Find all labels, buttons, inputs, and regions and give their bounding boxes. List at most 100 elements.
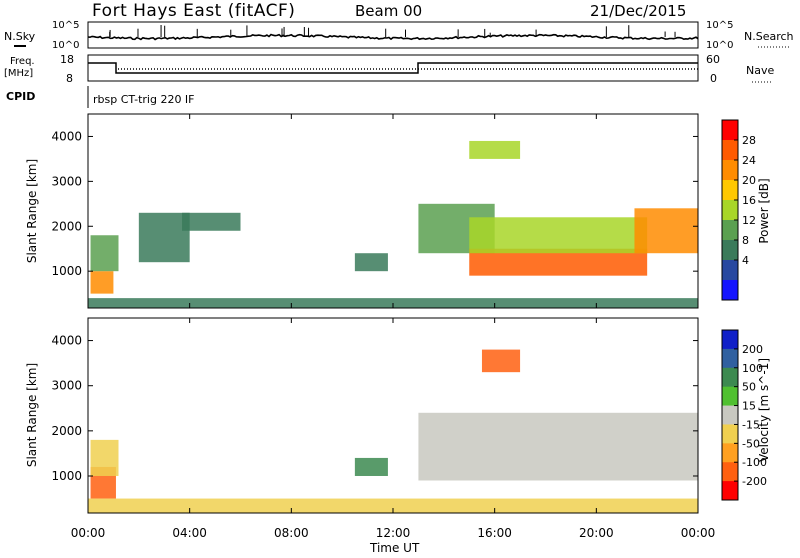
colorbar-tick-label: -50: [742, 437, 760, 450]
ytick-label: 4000: [51, 129, 82, 143]
colorbar-swatch: [722, 405, 738, 425]
colorbar-tick-label: 28: [742, 134, 756, 147]
xtick-label: 08:00: [274, 526, 309, 540]
freq-tick-top: 18: [60, 53, 74, 66]
ytick-label: 1000: [51, 264, 82, 278]
colorbar-swatch: [722, 462, 738, 482]
colorbar-tick-label: 16: [742, 194, 756, 207]
noise-tick-bottom-right: 10^0: [706, 40, 733, 51]
colorbar-tick-label: 15: [742, 400, 756, 413]
freq-label-2: [MHz]: [4, 68, 33, 79]
xtick-label: 00:00: [71, 526, 106, 540]
colorbar-swatch: [722, 481, 738, 501]
cpid-label: CPID: [6, 90, 35, 103]
noise-tick-top: 10^5: [52, 20, 79, 31]
heatmap-region-1: [90, 235, 119, 272]
beam-label: Beam 00: [355, 2, 422, 20]
power-data: [88, 140, 698, 308]
heatmap-region-1: [90, 439, 119, 476]
colorbar-tick-label: 100: [742, 362, 763, 375]
colorbar-swatch: [722, 200, 738, 221]
freq-strip-frame: [87, 54, 699, 82]
colorbar-frame: [721, 119, 739, 301]
power-panel-frame: [87, 113, 699, 309]
ytick-label: 3000: [51, 174, 82, 188]
colorbar-swatch: [722, 348, 738, 369]
ytick-label: 1000: [51, 469, 82, 483]
colorbar-tick-label: 50: [742, 381, 756, 394]
colorbar-tick-label: -100: [742, 456, 767, 469]
colorbar-swatch: [722, 140, 738, 161]
nave-label: Nave: [746, 64, 774, 77]
xtick-label: 12:00: [376, 526, 411, 540]
heatmap-region-5: [88, 498, 698, 513]
station-title: Fort Hays East (fitACF): [92, 1, 295, 21]
velocity-ylabel: Slant Range [km]: [25, 363, 39, 467]
colorbar-swatch: [722, 367, 738, 388]
xtick-label: 16:00: [477, 526, 512, 540]
freq-label-1: Freq.: [10, 56, 35, 67]
xtick-label: 20:00: [579, 526, 614, 540]
colorbar-tick-label: -15: [742, 418, 760, 431]
colorbar-swatch: [722, 120, 738, 141]
heatmap-region-7: [469, 217, 648, 254]
nsky-label: N.Sky: [4, 30, 36, 43]
heatmap-region-3: [182, 212, 241, 231]
freq-trace: [88, 62, 698, 74]
noise-tick-top-right: 10^5: [706, 20, 733, 31]
noise-strip-frame: [87, 21, 699, 49]
colorbar-swatch: [722, 280, 738, 301]
colorbar-swatch: [722, 443, 738, 463]
colorbar-swatch: [722, 330, 738, 350]
colorbar-swatch: [722, 260, 738, 281]
ytick-label: 4000: [51, 334, 82, 348]
xtick-label: 04:00: [172, 526, 207, 540]
velocity-data: [88, 349, 698, 513]
nsearch-label: N.Search: [744, 30, 794, 43]
heatmap-region-0: [90, 271, 114, 294]
ytick-label: 2000: [51, 219, 82, 233]
ytick-label: 2000: [51, 424, 82, 438]
xtick-label: 00:00: [681, 526, 716, 540]
power-yticks: 4000 3000 2000 1000: [51, 129, 698, 278]
colorbar-tick-label: 200: [742, 343, 763, 356]
colorbar-tick-label: -200: [742, 475, 767, 488]
ytick-label: 3000: [51, 379, 82, 393]
noise-sky-line: [87, 33, 699, 41]
heatmap-region-6: [469, 248, 648, 276]
heatmap-region-3: [418, 412, 698, 481]
power-colorbar: 28 24 20 16 12 8 4: [721, 119, 756, 301]
heatmap-region-4: [354, 253, 388, 272]
heatmap-region-8: [469, 140, 521, 159]
heatmap-region-9: [634, 208, 698, 254]
noise-tick-bottom: 10^0: [52, 40, 79, 51]
colorbar-tick-label: 20: [742, 174, 756, 187]
colorbar-swatch: [722, 220, 738, 241]
heatmap-region-2: [354, 457, 388, 476]
velocity-colorbar-label: Velocity [m s^-1]: [757, 358, 771, 462]
velocity-colorbar: 200 100 50 15 -15 -50 -100 -200: [721, 329, 767, 501]
freq-tick-bottom: 8: [66, 72, 73, 85]
nave-tick-top: 60: [706, 53, 720, 66]
colorbar-swatch: [722, 424, 738, 444]
noise-trace: [87, 25, 699, 41]
heatmap-region-4: [481, 349, 521, 373]
heatmap-region-2: [138, 212, 190, 263]
colorbar-tick-label: 4: [742, 254, 749, 267]
power-ylabel: Slant Range [km]: [25, 159, 39, 263]
colorbar-swatch: [722, 180, 738, 201]
cpid-text: rbsp CT-trig 220 IF: [93, 93, 195, 106]
colorbar-frame: [721, 329, 739, 501]
nave-tick-bottom: 0: [710, 72, 717, 85]
colorbar-swatch: [722, 386, 738, 407]
colorbar-swatch: [722, 160, 738, 181]
x-axis-ticks: 00:00 04:00 08:00 12:00 16:00 20:00 00:00: [71, 114, 716, 540]
colorbar-tick-label: 24: [742, 154, 756, 167]
colorbar-swatch: [722, 240, 738, 261]
colorbar-tick-label: 12: [742, 214, 756, 227]
power-colorbar-label: Power [dB]: [757, 178, 771, 243]
x-axis-title: Time UT: [369, 541, 420, 554]
date-label: 21/Dec/2015: [590, 2, 686, 20]
colorbar-tick-label: 8: [742, 234, 749, 247]
